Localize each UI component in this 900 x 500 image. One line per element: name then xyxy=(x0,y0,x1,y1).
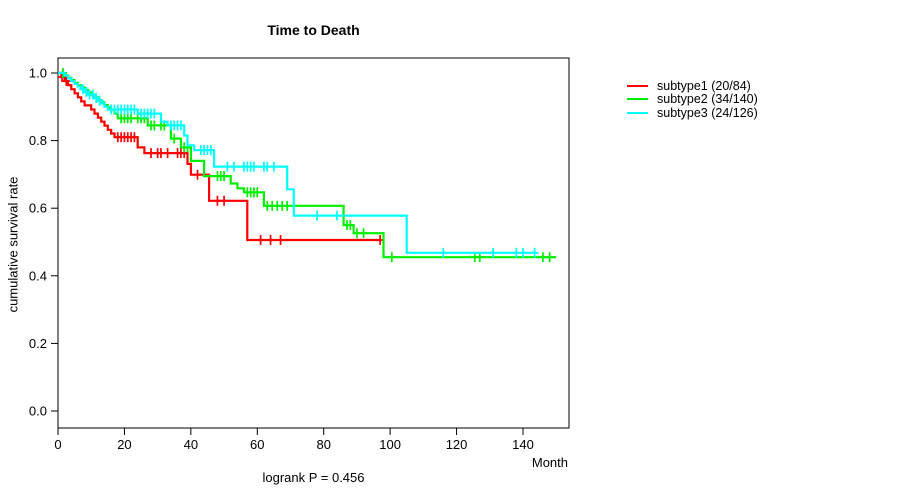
legend-line-subtype2 xyxy=(627,98,648,101)
plot-box xyxy=(57,57,570,429)
legend-item-subtype2: subtype2 (34/140) xyxy=(627,92,758,107)
survival-curve-subtype3 xyxy=(58,71,537,254)
survival-curve-subtype1 xyxy=(58,71,381,242)
x-tick-label: 140 xyxy=(512,437,534,452)
legend-line-subtype1 xyxy=(627,84,648,87)
y-tick-label: 0.6 xyxy=(29,201,47,216)
legend-label-subtype3: subtype3 (24/126) xyxy=(657,105,758,120)
x-tick-label: 20 xyxy=(117,437,131,452)
legend-label-subtype2: subtype2 (34/140) xyxy=(657,92,758,107)
legend: subtype1 (20/84) subtype2 (34/140) subty… xyxy=(627,79,758,120)
x-tick-label: 60 xyxy=(250,437,264,452)
x-axis-title: Month xyxy=(531,455,568,470)
censor-marks-subtype3 xyxy=(78,84,539,258)
x-tick-label: 80 xyxy=(316,437,330,452)
survival-curve-subtype2 xyxy=(58,71,557,259)
series-subtype1 xyxy=(57,71,385,245)
legend-line-subtype3 xyxy=(627,111,648,114)
chart-title: Time to Death xyxy=(267,22,360,38)
y-tick-label: 0.0 xyxy=(29,404,47,419)
series-subtype3 xyxy=(58,71,539,258)
y-tick-label: 0.8 xyxy=(29,133,47,148)
y-tick-label: 1.0 xyxy=(29,66,47,81)
legend-label-subtype1: subtype1 (20/84) xyxy=(657,78,751,93)
y-axis-ticks: 0.0 0.2 0.4 0.6 0.8 1.0 xyxy=(29,66,58,419)
x-tick-label: 120 xyxy=(446,437,468,452)
x-tick-label: 100 xyxy=(379,437,401,452)
x-tick-label: 0 xyxy=(54,437,61,452)
legend-item-subtype3: subtype3 (24/126) xyxy=(627,106,758,120)
logrank-caption: logrank P = 0.456 xyxy=(262,470,365,485)
legend-item-subtype1: subtype1 (20/84) xyxy=(627,79,758,93)
y-tick-label: 0.2 xyxy=(29,336,47,351)
censor-marks-subtype1 xyxy=(57,72,385,245)
y-tick-label: 0.4 xyxy=(29,268,47,283)
series-subtype2 xyxy=(58,68,557,263)
x-tick-label: 40 xyxy=(184,437,198,452)
x-axis-ticks: 0 20 40 60 80 100 120 140 xyxy=(54,428,534,452)
censor-marks-subtype2 xyxy=(58,68,554,263)
